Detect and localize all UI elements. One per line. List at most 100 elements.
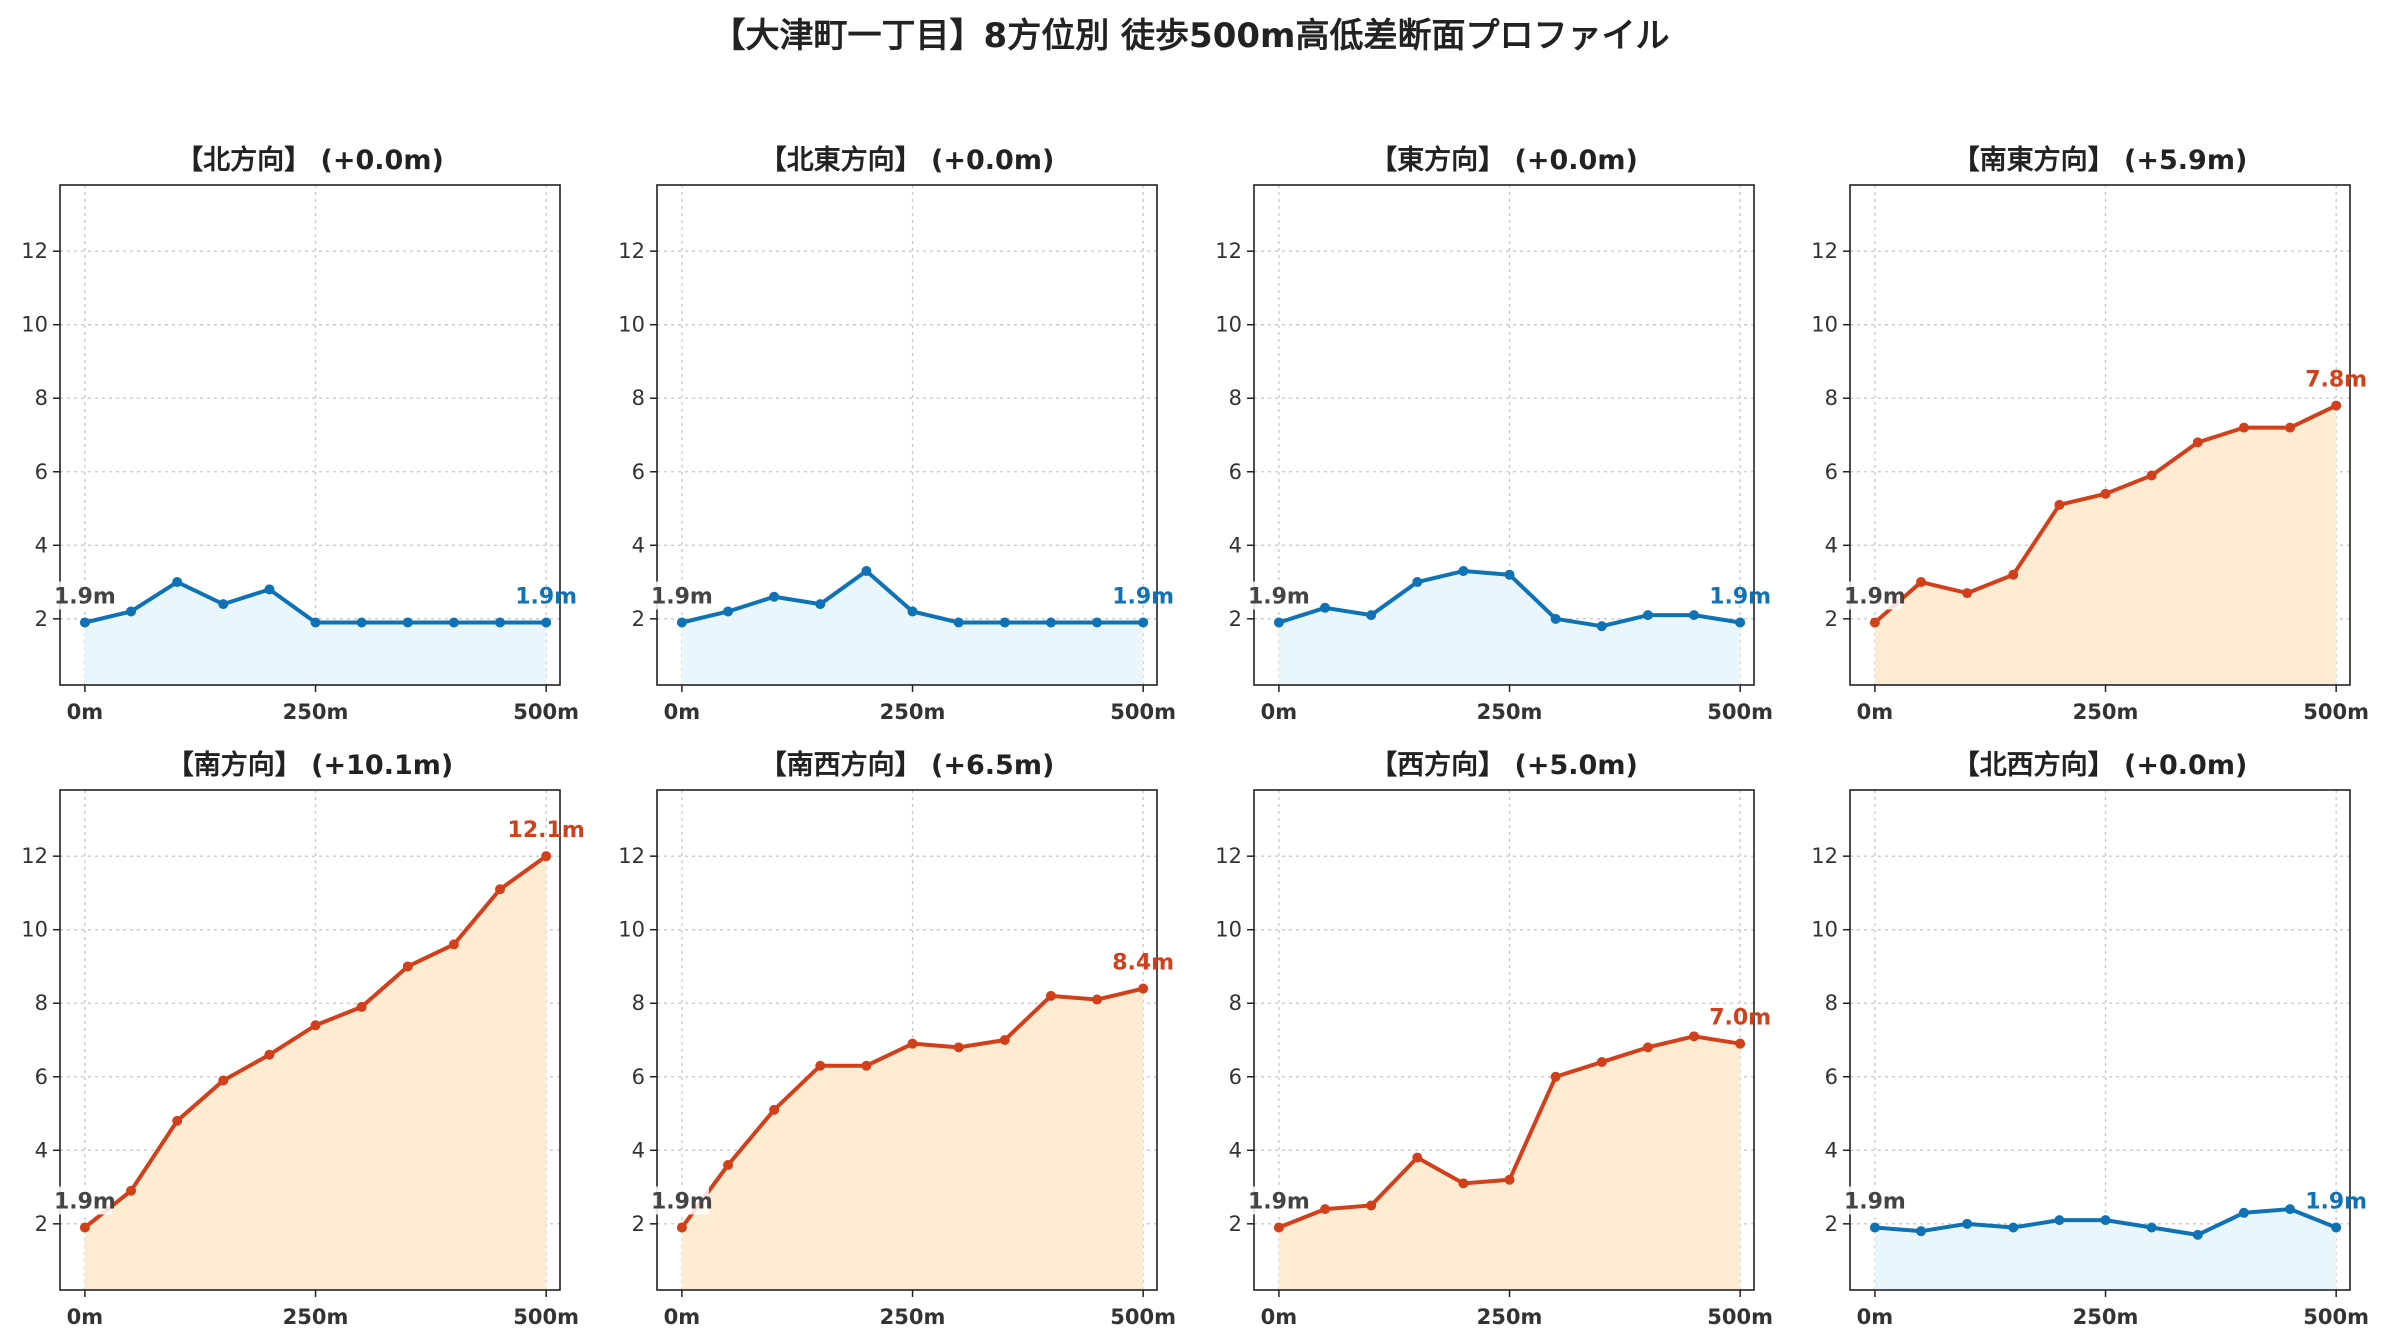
data-point	[953, 1042, 964, 1053]
subplot-3: 【南東方向】 (+5.9m) 2 4 6 8 10 12 0m 250m 500m 1.9m 7.8m	[1811, 144, 2369, 724]
data-point	[1458, 1178, 1469, 1189]
x-tick-label: 0m	[1261, 1305, 1298, 1329]
x-tick-label: 250m	[2073, 700, 2139, 724]
data-point	[2146, 1222, 2157, 1233]
elevation-area	[681, 571, 1144, 685]
data-point	[2008, 1222, 2019, 1233]
y-tick-label: 2	[35, 1212, 48, 1236]
data-point	[2285, 422, 2296, 433]
end-elevation-label: 7.0m	[1709, 1006, 1771, 1031]
plot-frame	[59, 789, 561, 1291]
y-tick-label: 8	[1825, 991, 1838, 1015]
y-tick-label: 12	[1811, 239, 1838, 263]
data-point	[448, 617, 459, 628]
x-tick-label: 250m	[283, 700, 349, 724]
data-point	[723, 606, 734, 617]
data-point	[2331, 400, 2342, 411]
y-tick-label: 2	[1825, 607, 1838, 631]
start-label-bg	[648, 1186, 709, 1215]
data-point	[1596, 621, 1607, 632]
data-point	[172, 577, 183, 588]
y-tick-label: 10	[1215, 918, 1242, 942]
subplot-title: 【南東方向】 (+5.9m)	[1953, 144, 2248, 176]
data-point	[1962, 588, 1973, 599]
x-tick-label: 250m	[1477, 700, 1543, 724]
y-tick-label: 12	[21, 844, 48, 868]
subplot-title: 【北西方向】 (+0.0m)	[1953, 749, 2248, 781]
start-label-bg	[1841, 1186, 1902, 1215]
x-tick-label: 0m	[1261, 700, 1298, 724]
data-point	[1092, 994, 1103, 1005]
y-tick-label: 4	[632, 1138, 645, 1162]
data-point	[356, 1001, 367, 1012]
plot-frame	[59, 184, 561, 686]
x-tick-label: 0m	[664, 1305, 701, 1329]
data-point	[448, 939, 459, 950]
y-tick-label: 8	[35, 386, 48, 410]
y-tick-label: 4	[1229, 1138, 1242, 1162]
data-point	[495, 884, 506, 895]
data-point	[264, 584, 275, 595]
data-point	[861, 1060, 872, 1071]
data-point	[126, 1185, 137, 1196]
start-elevation-label: 1.9m	[651, 1190, 713, 1215]
start-label-bg	[1841, 581, 1902, 610]
y-tick-label: 10	[1811, 918, 1838, 942]
y-tick-label: 8	[632, 991, 645, 1015]
plot-frame	[1849, 789, 2351, 1291]
y-tick-label: 12	[1811, 844, 1838, 868]
y-tick-label: 4	[1825, 533, 1838, 557]
data-point	[2285, 1204, 2296, 1215]
y-tick-label: 10	[618, 313, 645, 337]
start-label-bg	[51, 1186, 112, 1215]
y-tick-label: 2	[632, 1212, 645, 1236]
data-point	[1320, 602, 1331, 613]
data-point	[1869, 1222, 1880, 1233]
start-elevation-label: 1.9m	[1844, 585, 1906, 610]
start-elevation-label: 1.9m	[1844, 1190, 1906, 1215]
data-point	[769, 1104, 780, 1115]
subplot-0: 【北方向】 (+0.0m) 2 4 6 8 10 12 0m 250m 500m 1.9m 1.9m	[21, 144, 579, 724]
data-point	[907, 1038, 918, 1049]
figure-title: 【大津町一丁目】8方位別 徒歩500m高低差断面プロファイル	[711, 16, 1670, 56]
subplot-1: 【北東方向】 (+0.0m) 2 4 6 8 10 12 0m 250m 500m 1.9m 1.9m	[618, 144, 1176, 724]
y-tick-label: 2	[1825, 1212, 1838, 1236]
data-point	[815, 1060, 826, 1071]
data-point	[1138, 617, 1149, 628]
y-tick-label: 10	[21, 918, 48, 942]
y-tick-label: 2	[35, 607, 48, 631]
y-tick-label: 10	[1215, 313, 1242, 337]
data-point	[2238, 422, 2249, 433]
data-point	[126, 606, 137, 617]
start-label-bg	[1245, 581, 1306, 610]
end-elevation-label: 7.8m	[2305, 368, 2367, 393]
y-tick-label: 6	[632, 1065, 645, 1089]
data-point	[1092, 617, 1103, 628]
data-point	[1550, 613, 1561, 624]
data-point	[2146, 470, 2157, 481]
y-tick-label: 4	[35, 533, 48, 557]
data-point	[1916, 1226, 1927, 1237]
data-point	[495, 617, 506, 628]
data-point	[1504, 569, 1515, 580]
plot-frame	[656, 184, 1158, 686]
y-tick-label: 12	[21, 239, 48, 263]
data-point	[79, 1222, 90, 1233]
y-tick-label: 12	[1215, 844, 1242, 868]
data-point	[1458, 566, 1469, 577]
x-tick-label: 500m	[1110, 700, 1176, 724]
start-elevation-label: 1.9m	[54, 1190, 116, 1215]
data-point	[1642, 610, 1653, 621]
y-tick-label: 4	[1229, 533, 1242, 557]
end-elevation-label: 1.9m	[1112, 585, 1174, 610]
data-point	[815, 599, 826, 610]
data-point	[1366, 1200, 1377, 1211]
data-point	[2192, 1229, 2203, 1240]
x-tick-label: 0m	[1857, 700, 1894, 724]
data-point	[723, 1160, 734, 1170]
elevation-area	[84, 856, 547, 1290]
subplot-title: 【北方向】 (+0.0m)	[176, 144, 444, 176]
y-tick-label: 6	[35, 1065, 48, 1089]
plot-frame	[1253, 789, 1755, 1291]
data-point	[1596, 1057, 1607, 1068]
